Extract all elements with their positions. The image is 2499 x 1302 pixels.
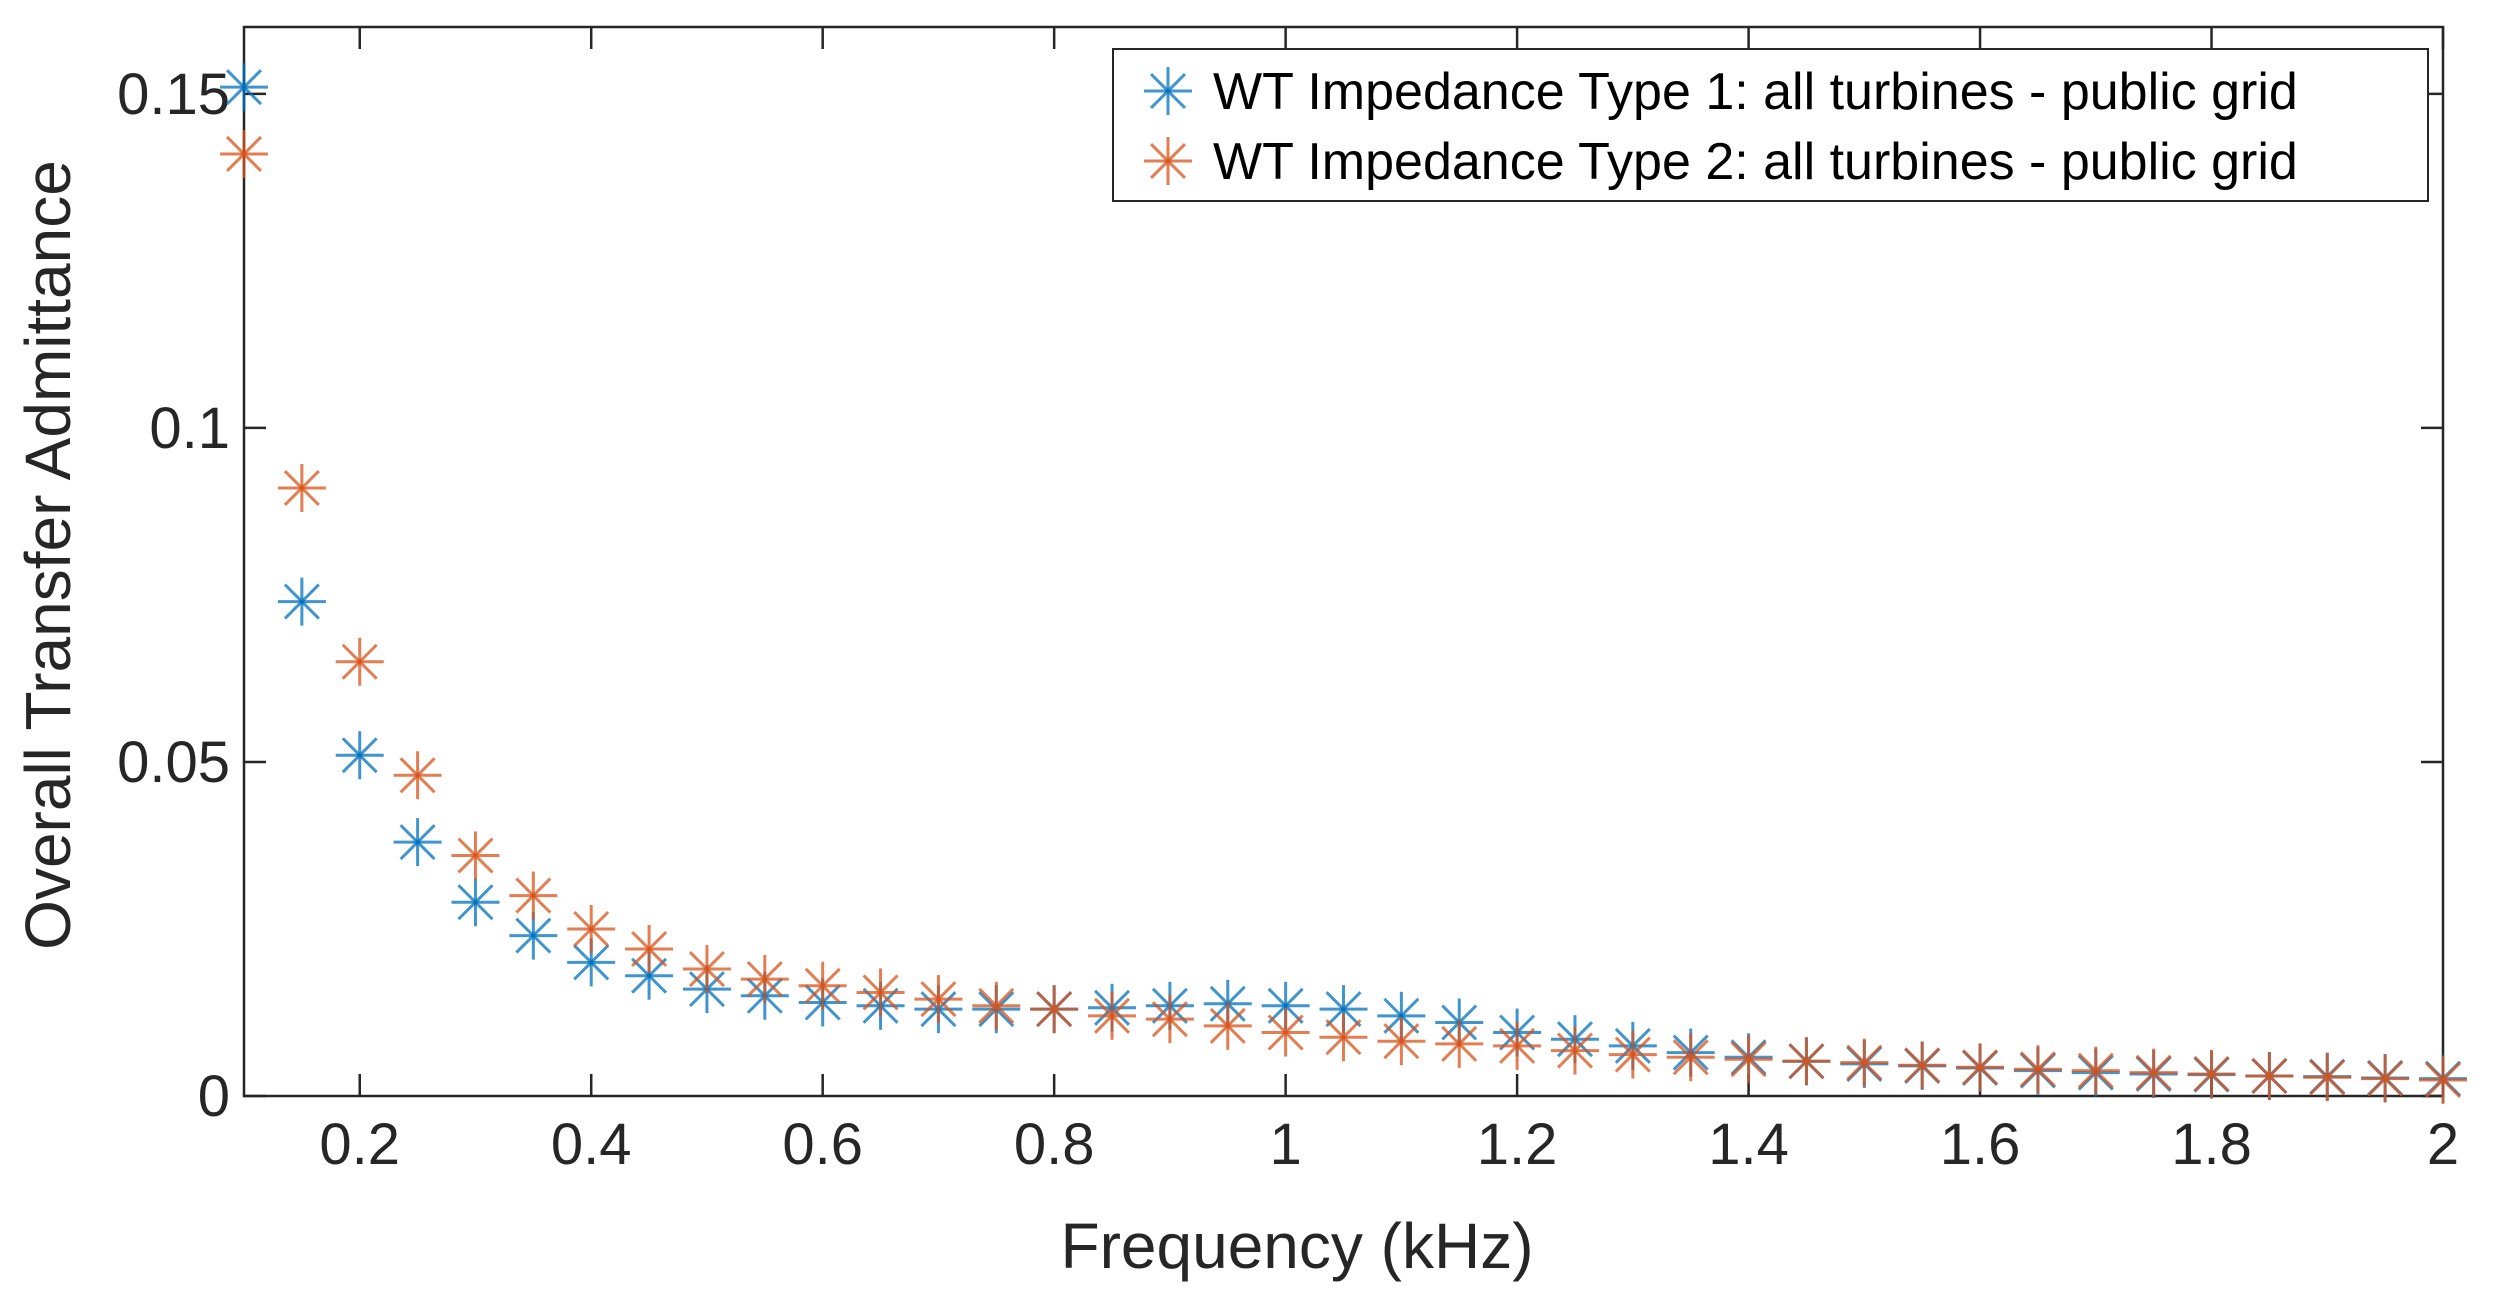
x-tick-label: 0.8 — [1014, 1112, 1095, 1177]
y-tick-label: 0 — [198, 1064, 230, 1129]
legend: WT Impedance Type 1: all turbines - publ… — [1112, 48, 2429, 202]
data-point — [2245, 1051, 2294, 1100]
legend-box — [1112, 48, 2429, 202]
data-point — [740, 955, 789, 1004]
y-axis: 0 0.05 0.1 0.15 — [117, 62, 2443, 1129]
data-point — [2419, 1055, 2467, 1104]
x-axis: 0.2 0.4 0.6 0.8 1 1.2 1.4 1.6 1.8 2 — [319, 27, 2459, 1177]
y-axis-label: Overall Transfer Admittance — [12, 160, 84, 950]
data-point — [1724, 1035, 1773, 1084]
data-point — [393, 751, 442, 800]
x-tick-label: 0.4 — [551, 1112, 632, 1177]
x-tick-label: 1.6 — [1940, 1112, 2021, 1177]
y-tick-label: 0.15 — [117, 62, 230, 127]
data-point — [1898, 1041, 1947, 1090]
data-point — [1377, 1017, 1426, 1066]
y-tick-label: 0.1 — [149, 396, 230, 461]
data-point — [1261, 981, 1310, 1030]
x-tick-label: 1 — [1269, 1112, 1301, 1177]
legend-entry: WT Impedance Type 1: all turbines - publ… — [1213, 63, 2298, 121]
x-axis-label: Frequency (kHz) — [1061, 1210, 1534, 1282]
x-tick-label: 1.8 — [2171, 1112, 2252, 1177]
series-layer — [220, 63, 2467, 1104]
axes-box — [242, 25, 2445, 1098]
x-tick-label: 0.6 — [782, 1112, 863, 1177]
plot-area — [242, 25, 2445, 1098]
data-point — [1145, 995, 1194, 1044]
data-point — [567, 904, 616, 953]
data-point — [1666, 1033, 1715, 1082]
data-point — [1493, 1021, 1542, 1070]
data-point — [1550, 1026, 1599, 1075]
data-point — [682, 945, 731, 994]
data-point — [1030, 985, 1079, 1034]
data-point — [509, 911, 558, 960]
data-point — [1608, 1030, 1657, 1079]
data-point — [625, 925, 674, 974]
data-point — [567, 938, 616, 987]
data-point — [1782, 1037, 1831, 1086]
data-point — [856, 968, 905, 1017]
data-point — [335, 731, 384, 780]
data-point — [509, 871, 558, 920]
data-point — [393, 818, 442, 867]
data-point — [1956, 1043, 2005, 1092]
data-point — [2303, 1053, 2352, 1102]
data-point — [220, 63, 268, 112]
data-point — [1840, 1038, 1889, 1087]
y-tick-label: 0.05 — [117, 730, 230, 795]
legend-marker — [1144, 67, 1192, 115]
data-point — [2361, 1054, 2410, 1103]
data-point — [914, 975, 963, 1024]
data-point — [1435, 1019, 1484, 1068]
data-point — [220, 129, 268, 178]
legend-marker — [1144, 137, 1192, 185]
data-point — [2187, 1049, 2236, 1098]
x-tick-label: 0.2 — [319, 1112, 400, 1177]
data-point — [972, 981, 1021, 1030]
data-point — [1319, 985, 1368, 1034]
data-point — [1319, 1013, 1368, 1062]
legend-entry: WT Impedance Type 2: all turbines - publ… — [1213, 133, 2298, 191]
data-point — [1203, 1001, 1252, 1050]
data-point — [335, 637, 384, 686]
series-2 — [220, 129, 2467, 1104]
data-point — [1088, 991, 1137, 1040]
x-tick-label: 2 — [2427, 1112, 2459, 1177]
data-point — [277, 464, 326, 513]
x-tick-label: 1.4 — [1708, 1112, 1789, 1177]
data-point — [277, 577, 326, 626]
data-point — [1261, 1008, 1310, 1057]
data-point — [798, 961, 847, 1010]
x-tick-label: 1.2 — [1477, 1112, 1558, 1177]
data-point — [2129, 1048, 2178, 1097]
data-point — [451, 878, 500, 927]
data-point — [2071, 1046, 2120, 1095]
data-point — [451, 831, 500, 880]
data-point — [2013, 1045, 2062, 1094]
